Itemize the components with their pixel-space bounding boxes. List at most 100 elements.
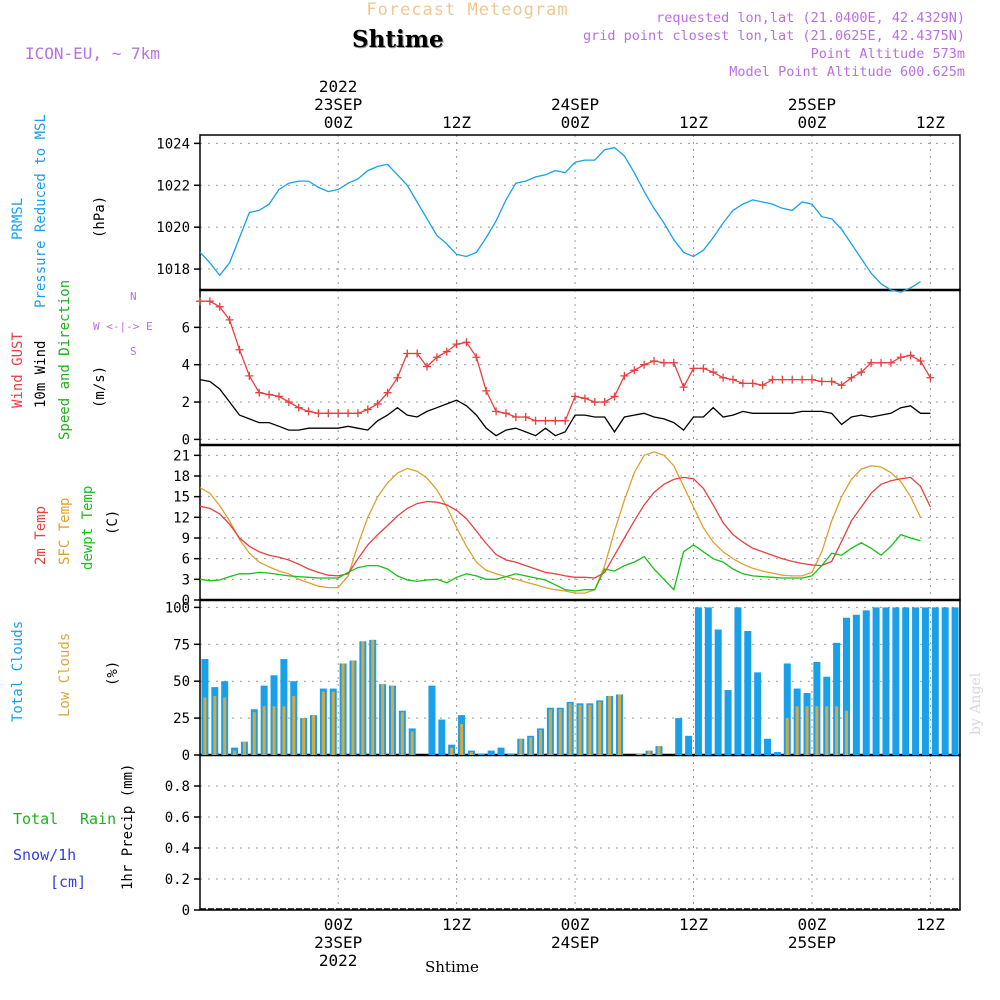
total-clouds-bar bbox=[921, 607, 929, 755]
low-clouds-bar bbox=[835, 706, 839, 755]
gust-marker bbox=[531, 416, 540, 425]
y-tick-label: 1024 bbox=[156, 136, 190, 152]
gust-marker bbox=[926, 373, 935, 382]
y-tick-label: 6 bbox=[182, 320, 190, 336]
low-clouds-bar bbox=[331, 691, 335, 755]
bottom-time-label: 00Z bbox=[561, 915, 590, 934]
gust-marker bbox=[778, 375, 787, 384]
gust-marker bbox=[403, 349, 412, 358]
gust-marker bbox=[669, 358, 678, 367]
low-clouds-bar bbox=[361, 641, 365, 755]
gust-marker bbox=[630, 366, 639, 375]
gust-marker bbox=[590, 398, 599, 407]
precip-rain-label: Rain bbox=[80, 810, 117, 828]
low-clouds-bar bbox=[548, 709, 552, 755]
gust-marker bbox=[650, 356, 659, 365]
y-tick-label: 0 bbox=[182, 432, 190, 448]
low-clouds-bar bbox=[647, 750, 651, 755]
y-tick-label: 1020 bbox=[156, 220, 190, 236]
low-clouds-bar bbox=[785, 718, 789, 755]
total-clouds-bar bbox=[764, 738, 772, 755]
precip-snow-label: Snow/1h bbox=[13, 846, 77, 864]
footer-location: Shtime bbox=[425, 958, 479, 976]
gust-marker bbox=[423, 362, 432, 371]
total-clouds-bar bbox=[902, 607, 910, 755]
total-clouds-bar bbox=[951, 607, 959, 755]
total-clouds-bar bbox=[744, 631, 752, 755]
y-tick-label: 4 bbox=[182, 358, 190, 374]
total-clouds-bar bbox=[931, 607, 939, 755]
low-clouds-bar bbox=[469, 752, 473, 755]
y-tick-label: 0 bbox=[182, 593, 190, 609]
total-clouds-bar bbox=[912, 607, 920, 755]
gust-marker bbox=[373, 399, 382, 408]
bottom-time-label: 00Z bbox=[797, 915, 826, 934]
total-clouds-bar bbox=[487, 750, 495, 755]
total-clouds-bar bbox=[704, 607, 712, 755]
low-clouds-bar bbox=[460, 724, 464, 755]
gust-marker bbox=[521, 412, 530, 421]
gust-marker bbox=[738, 379, 747, 388]
gust-marker bbox=[906, 351, 915, 360]
low-clouds-bar bbox=[410, 731, 414, 755]
panel-frame bbox=[199, 754, 961, 911]
gust-marker bbox=[344, 409, 353, 418]
y-tick-label: 0 bbox=[182, 903, 190, 919]
low-clouds-bar bbox=[213, 695, 217, 755]
compass-n: N bbox=[130, 290, 137, 303]
gust-marker bbox=[314, 409, 323, 418]
point-altitude: Point Altitude 573m bbox=[810, 46, 965, 62]
gust-marker bbox=[580, 394, 589, 403]
low-clouds-bar bbox=[598, 701, 602, 755]
total-clouds-bar bbox=[773, 752, 781, 755]
gust-marker bbox=[324, 409, 333, 418]
low-clouds-bar bbox=[825, 706, 829, 755]
wind-10m-line bbox=[199, 378, 931, 437]
grid-point-coords: grid point closest lon,lat (21.0625E, 42… bbox=[582, 28, 965, 44]
gust-marker bbox=[245, 371, 254, 380]
y-tick-label: 0.8 bbox=[165, 779, 190, 795]
low-clouds-bar bbox=[519, 738, 523, 755]
low-clouds-bar bbox=[321, 691, 325, 755]
compass-s: S bbox=[130, 345, 137, 358]
bottom-time-label: 12Z bbox=[916, 915, 945, 934]
low-clouds-bar bbox=[292, 695, 296, 755]
model-label: ICON-EU, ~ 7km bbox=[25, 44, 160, 63]
gust-marker bbox=[442, 347, 451, 356]
y-tick-label: 18 bbox=[173, 469, 190, 485]
gust-marker bbox=[699, 364, 708, 373]
gust-marker bbox=[551, 416, 560, 425]
requested-coords: requested lon,lat (21.0400E, 42.4329N) bbox=[656, 10, 965, 26]
gust-marker bbox=[452, 340, 461, 349]
gust-marker bbox=[205, 297, 214, 306]
compass-row: W <-|-> E bbox=[93, 320, 153, 333]
y-tick-label: 100 bbox=[165, 600, 190, 616]
total-clouds-bar bbox=[852, 614, 860, 755]
total-clouds-bar bbox=[842, 617, 850, 755]
total-clouds-bar bbox=[685, 735, 693, 755]
low-clouds-bar bbox=[282, 706, 286, 755]
gust-marker bbox=[196, 297, 204, 306]
gust-marker bbox=[393, 373, 402, 382]
temp-sfc-line bbox=[199, 451, 922, 594]
gust-marker bbox=[274, 392, 283, 401]
total-clouds-bar bbox=[438, 719, 446, 755]
low-clouds-bar bbox=[381, 684, 385, 755]
total-clouds-bar bbox=[477, 753, 485, 755]
low-clouds-bar bbox=[262, 706, 266, 755]
total-clouds-bar bbox=[724, 690, 732, 755]
pressure-line bbox=[199, 146, 921, 293]
low-clouds-bar bbox=[203, 697, 207, 755]
low-clouds-bar bbox=[312, 715, 316, 755]
gust-marker bbox=[225, 315, 234, 324]
gust-marker bbox=[235, 345, 244, 354]
bottom-time-label: 12Z bbox=[679, 915, 708, 934]
gust-marker bbox=[472, 353, 481, 362]
bottom-time-label: 2022 bbox=[319, 951, 358, 970]
y-tick-label: 2 bbox=[182, 395, 190, 411]
low-clouds-bar bbox=[233, 750, 237, 755]
y-tick-label: 1022 bbox=[156, 178, 190, 194]
total-clouds-bar bbox=[714, 629, 722, 755]
gust-marker bbox=[334, 409, 343, 418]
